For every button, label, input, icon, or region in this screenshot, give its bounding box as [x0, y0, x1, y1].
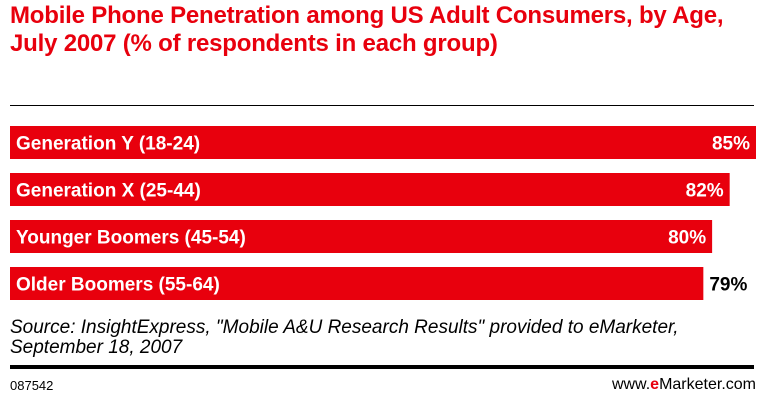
chart-id: 087542 — [10, 378, 54, 393]
brand-prefix: www. — [611, 376, 651, 393]
source-note: Source: InsightExpress, "Mobile A&U Rese… — [10, 317, 679, 358]
category-label-1: Generation X (25-44) — [16, 181, 201, 202]
value-label-2: 80% — [668, 228, 706, 249]
chart-title: Mobile Phone Penetration among US Adult … — [10, 2, 724, 57]
title-divider — [10, 105, 754, 106]
brand-accent: e — [650, 376, 660, 393]
bar-chart: Generation Y (18-24) 85% Generation X (25-… — [10, 126, 756, 300]
value-label-0: 85% — [712, 134, 750, 155]
category-label-2: Younger Boomers (45-54) — [16, 228, 246, 249]
bar-1 — [10, 173, 730, 206]
value-label-1: 82% — [686, 181, 724, 202]
bar-0 — [10, 126, 756, 159]
category-label-0: Generation Y (18-24) — [16, 134, 200, 155]
value-label-3: 79% — [709, 275, 747, 296]
bar-2 — [10, 220, 713, 253]
brand-suffix: Marketer.com — [659, 376, 756, 393]
footer-divider — [10, 365, 754, 369]
bar-3 — [10, 267, 704, 300]
brand-url[interactable]: www.eMarketer.com — [612, 376, 756, 394]
category-label-3: Older Boomers (55-64) — [16, 275, 220, 296]
